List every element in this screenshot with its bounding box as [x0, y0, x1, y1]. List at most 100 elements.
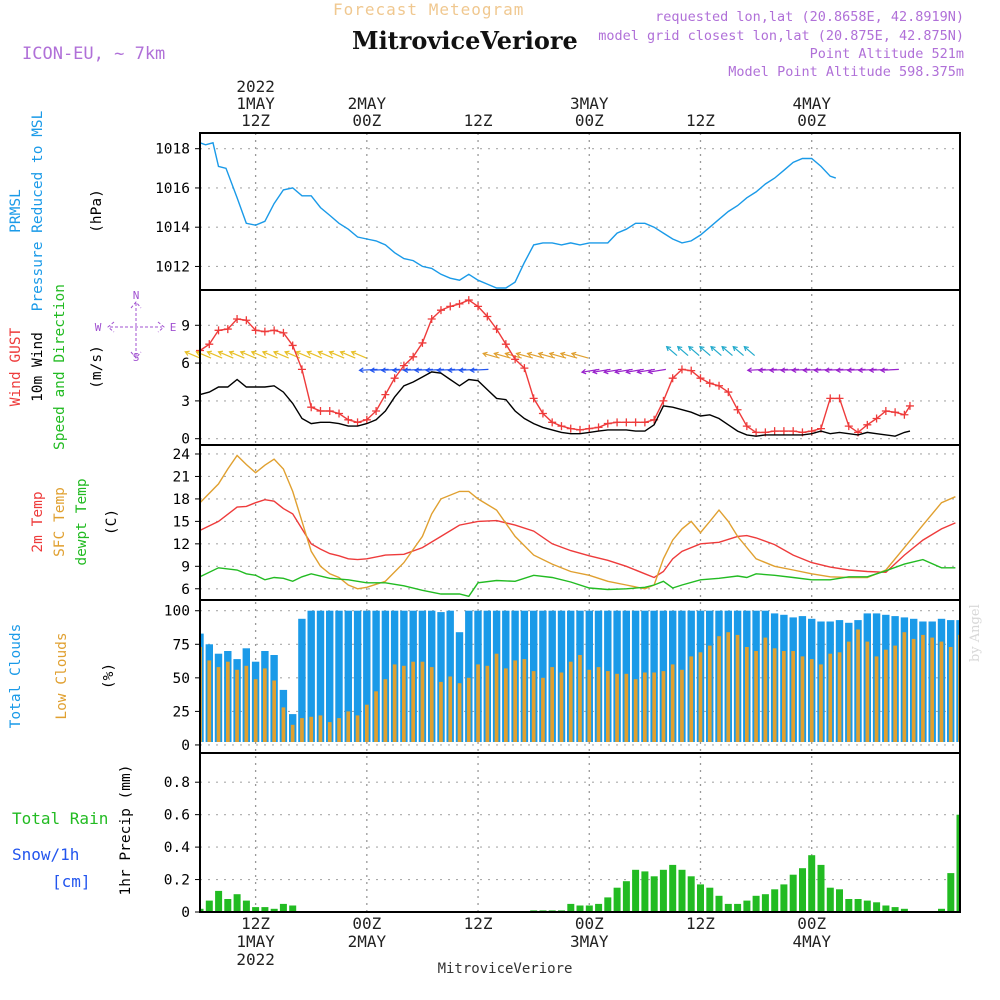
clouds-bar [522, 659, 527, 742]
wind-arrow [648, 368, 667, 373]
clouds-bar [819, 664, 823, 742]
clouds-bar [680, 669, 684, 742]
precip-frame [199, 752, 961, 913]
precip-bar [289, 905, 297, 912]
y-tick-label: 6 [181, 356, 190, 372]
gust-marker [297, 365, 306, 374]
clouds-bar [615, 673, 619, 742]
gust-marker [585, 424, 594, 433]
gust-marker [779, 427, 788, 436]
wind-arrow-head [482, 351, 488, 358]
wind-arrow-head [184, 350, 190, 356]
wind-arrow [560, 352, 578, 359]
clouds-bar [828, 653, 833, 742]
gust-marker [288, 341, 297, 350]
gust-marker [390, 374, 399, 383]
wind-arrow-head [328, 350, 335, 356]
bottom-time-label: 00Z [797, 914, 826, 933]
precip-bar [242, 900, 250, 912]
precip-bar [567, 903, 575, 912]
gust-marker [372, 406, 381, 415]
clouds-bar [948, 647, 953, 742]
clouds-bar [476, 664, 480, 742]
clouds-bar [902, 632, 907, 742]
wind-arrow [699, 346, 711, 356]
gust-marker [603, 419, 612, 428]
precip-axis-label: 1hr Precip (mm) [118, 765, 134, 896]
y-tick-label: 9 [181, 318, 190, 334]
wind-axis-label: (m/s) [89, 345, 105, 389]
wind-arrow [732, 346, 744, 356]
gust-marker [548, 418, 557, 427]
clouds-bar [763, 637, 768, 742]
bottom-time-label: 12Z [241, 914, 270, 933]
wind-arrow-head [436, 367, 442, 373]
bottom-time-label: 2MAY [348, 932, 387, 951]
clouds-bar [717, 636, 721, 742]
wind-arrow-head [239, 350, 246, 356]
gust-marker [223, 325, 232, 334]
gust-marker [214, 326, 223, 335]
gust-marker [446, 302, 455, 311]
wind-axis-label: Speed and Direction [52, 284, 68, 450]
wind-frame [199, 289, 961, 446]
gust-marker [418, 338, 427, 347]
wind-arrow-head [746, 367, 753, 373]
gust-marker [715, 381, 724, 390]
clouds-bar [300, 718, 304, 742]
precip-bar [734, 903, 742, 912]
bottom-time-label: 3MAY [570, 932, 609, 951]
wind-arrow-head [548, 351, 555, 358]
clouds-bar [365, 704, 369, 742]
precip-bar [938, 908, 945, 912]
clouds-bar [457, 683, 462, 742]
wind-series-0 [199, 299, 911, 434]
top-time-label: 2MAY [348, 94, 387, 113]
clouds-bar [263, 668, 267, 742]
top-time-label: 00Z [575, 111, 604, 130]
clouds-bar [381, 610, 390, 742]
wind-arrow [571, 352, 589, 359]
wind-arrow-head [250, 350, 257, 356]
precip-bar [224, 899, 232, 912]
temperature-series-2 [199, 558, 956, 598]
gust-marker [789, 427, 798, 436]
gust-marker [335, 409, 344, 418]
wind-arrow-head [625, 368, 631, 375]
wind-arrow-head [779, 367, 786, 373]
gust-marker [260, 327, 269, 336]
compass-icon [107, 301, 165, 359]
gust-marker [724, 388, 733, 397]
precip-bar [780, 884, 788, 912]
wind-arrow-head [676, 345, 683, 352]
wind-arrow [207, 351, 223, 359]
clouds-bar [921, 634, 925, 742]
clouds-bar [485, 665, 490, 742]
precip-bar [808, 855, 816, 912]
clouds-bar [754, 651, 758, 742]
wind-arrow [743, 346, 756, 356]
gust-marker [881, 406, 890, 415]
clouds-bar [652, 672, 656, 742]
clouds-bar [335, 610, 343, 742]
wind-arrow [688, 346, 700, 356]
precip-bar [659, 869, 667, 912]
wind-arrow [470, 368, 489, 371]
gust-marker [826, 394, 835, 403]
wind-arrow-head [710, 345, 716, 352]
precip-bar [826, 887, 834, 912]
wind-arrow-head [614, 368, 620, 375]
wind-axis-label: Wind GUST [8, 327, 24, 406]
precip-bar [882, 905, 890, 912]
wind-arrow-head [591, 368, 598, 375]
grid-coordinates: model grid closest lon,lat (20.875E, 42.… [598, 28, 964, 44]
clouds-bar [726, 632, 731, 742]
precip-bar [761, 894, 769, 912]
clouds-axis-label: Total Clouds [8, 624, 24, 729]
wind-arrow-head [369, 367, 375, 373]
clouds-bar [596, 667, 601, 742]
precip-bar [650, 876, 658, 912]
gust-marker [381, 390, 390, 399]
clouds-bar [735, 634, 740, 742]
precip-bar [697, 884, 704, 912]
